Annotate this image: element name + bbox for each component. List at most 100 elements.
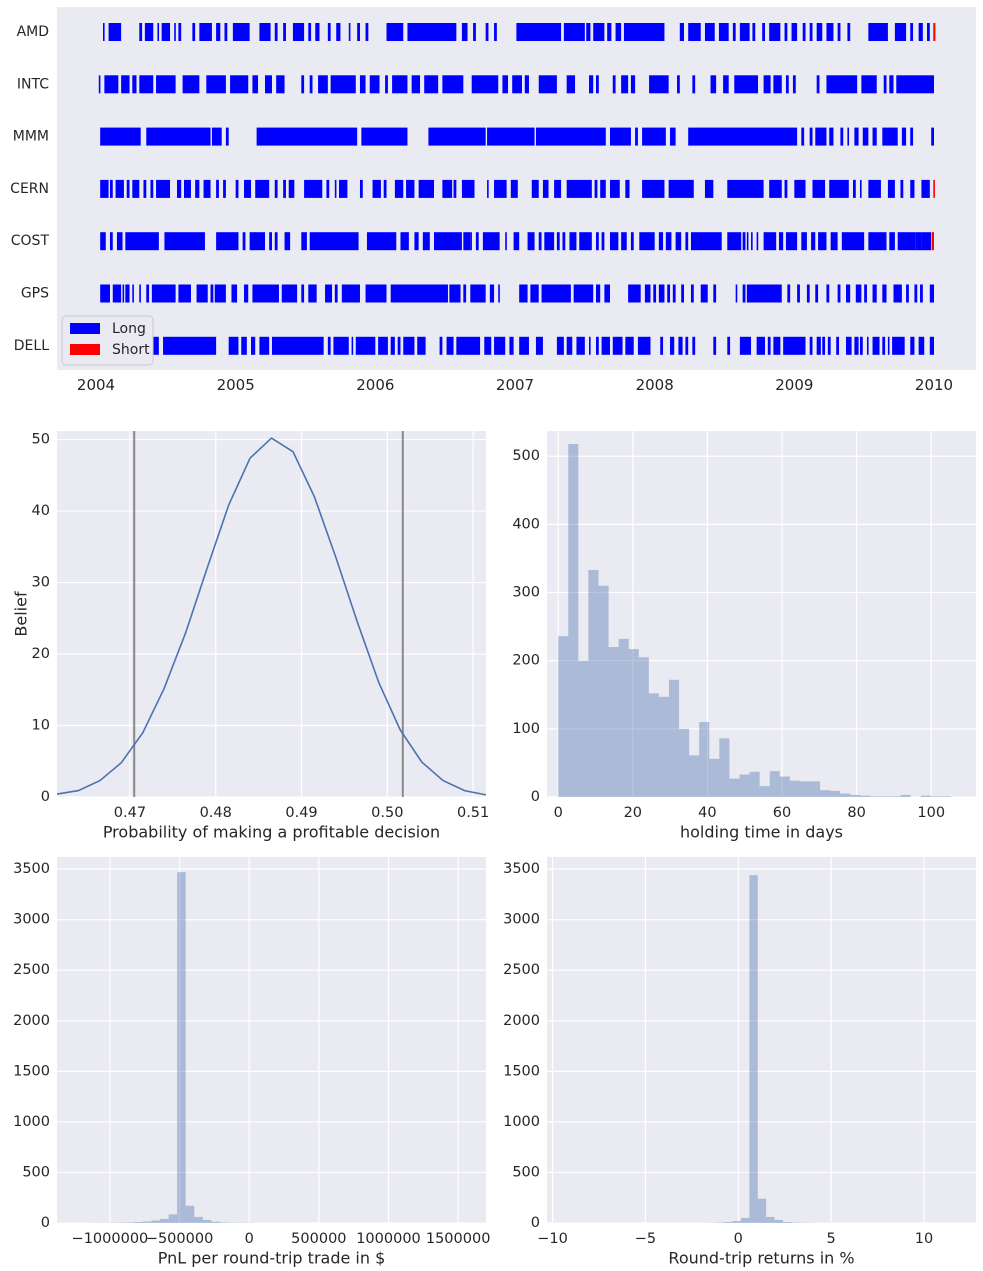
long-segment-gps [100, 284, 110, 303]
long-segment-dell [378, 336, 388, 355]
long-segment-intc [206, 75, 226, 94]
long-segment-cern [183, 179, 191, 198]
histogram-bar [151, 1220, 160, 1223]
long-segment-mmm [840, 127, 844, 146]
long-segment-gps [826, 284, 830, 303]
long-segment-amd [461, 23, 468, 41]
long-segment-dell [333, 336, 349, 355]
histogram-bar [125, 1222, 135, 1223]
long-segment-intc [677, 75, 680, 94]
histogram-bar [159, 1218, 169, 1223]
long-segment-amd [174, 23, 176, 41]
long-segment-gps [196, 284, 208, 303]
long-segment-cern [326, 179, 330, 198]
long-segment-mmm [225, 127, 229, 146]
long-segment-cern [642, 179, 665, 198]
long-segment-gps [301, 284, 305, 303]
long-segment-intc [264, 75, 272, 94]
long-segment-gps [281, 284, 298, 303]
histogram-bar [177, 872, 186, 1223]
long-segment-dell [678, 336, 683, 355]
long-segment-intc [411, 75, 421, 94]
long-segment-cern [910, 179, 915, 198]
long-segment-dell [403, 336, 415, 355]
long-segment-cost [109, 232, 113, 251]
long-segment-amd [516, 23, 562, 41]
long-segment-cern [195, 179, 200, 198]
long-segment-intc [816, 75, 820, 94]
long-segment-amd [615, 23, 622, 41]
long-segment-mmm [487, 127, 535, 146]
long-segment-mmm [882, 127, 898, 146]
y-tick-label: 40 [32, 503, 50, 519]
histogram-bar [741, 1217, 750, 1223]
long-segment-dell [918, 336, 925, 355]
long-segment-gps [341, 284, 360, 303]
long-segment-cern [288, 179, 295, 198]
x-tick-label: 0.49 [285, 805, 317, 821]
x-tick-label: 2006 [356, 376, 394, 394]
long-segment-amd [161, 23, 171, 41]
long-segment-gps [906, 284, 909, 303]
long-segment-amd [494, 23, 497, 41]
long-segment-mmm [428, 127, 486, 146]
x-axis-label: PnL per round-trip trade in $ [158, 1249, 386, 1268]
long-segment-cern [406, 179, 415, 198]
long-segment-mmm [609, 127, 631, 146]
long-segment-amd [485, 23, 489, 41]
long-segment-cost [569, 232, 577, 251]
histogram-bar [890, 796, 901, 797]
long-segment-dell [846, 336, 852, 355]
histogram-bar [749, 875, 758, 1223]
long-segment-dell [556, 336, 564, 355]
x-tick-label: 0.47 [114, 805, 146, 821]
long-segment-cost [400, 232, 409, 251]
long-segment-intc [471, 75, 499, 94]
long-segment-intc [826, 75, 858, 94]
long-segment-cern [216, 179, 219, 198]
y-tick-label: 400 [512, 516, 540, 532]
long-segment-amd [837, 23, 841, 41]
long-segment-dell [910, 336, 915, 355]
histogram-bar [749, 771, 760, 797]
long-segment-intc [524, 75, 529, 94]
long-segment-amd [910, 23, 914, 41]
long-segment-cern [668, 179, 694, 198]
histogram-bar [900, 794, 911, 797]
histogram-bar [588, 570, 599, 797]
long-segment-intc [301, 75, 305, 94]
histogram-bar [719, 738, 730, 797]
long-segment-cost [801, 232, 807, 251]
histogram-bar [782, 1221, 792, 1223]
long-segment-mmm [361, 127, 408, 146]
long-segment-cern [394, 179, 404, 198]
long-segment-dell [397, 336, 401, 355]
long-segment-cost [727, 232, 742, 251]
long-segment-gps [846, 284, 851, 303]
long-segment-dell [519, 336, 529, 355]
long-segment-dell [836, 336, 840, 355]
x-tick-label: 100 [917, 805, 945, 821]
long-segment-cost [785, 232, 798, 251]
long-segment-mmm [931, 127, 934, 146]
long-segment-gps [882, 284, 887, 303]
histogram-bar [779, 776, 790, 797]
histogram-bar [668, 679, 680, 797]
long-segment-cost [675, 232, 682, 251]
x-tick-label: 0 [734, 1231, 743, 1247]
long-segment-gps [573, 284, 594, 303]
long-segment-cost [482, 232, 500, 251]
long-segment-cern [704, 179, 714, 198]
long-segment-amd [607, 23, 612, 41]
long-segment-intc [424, 75, 439, 94]
long-segment-dell [670, 336, 675, 355]
long-segment-cern [359, 179, 363, 198]
long-segment-mmm [146, 127, 211, 146]
long-segment-dell [535, 336, 543, 355]
long-segment-cern [453, 179, 457, 198]
y-tick-label: 10 [32, 718, 50, 734]
plot-area [57, 857, 486, 1223]
long-segment-cern [109, 179, 113, 198]
histogram-bar [618, 638, 629, 797]
